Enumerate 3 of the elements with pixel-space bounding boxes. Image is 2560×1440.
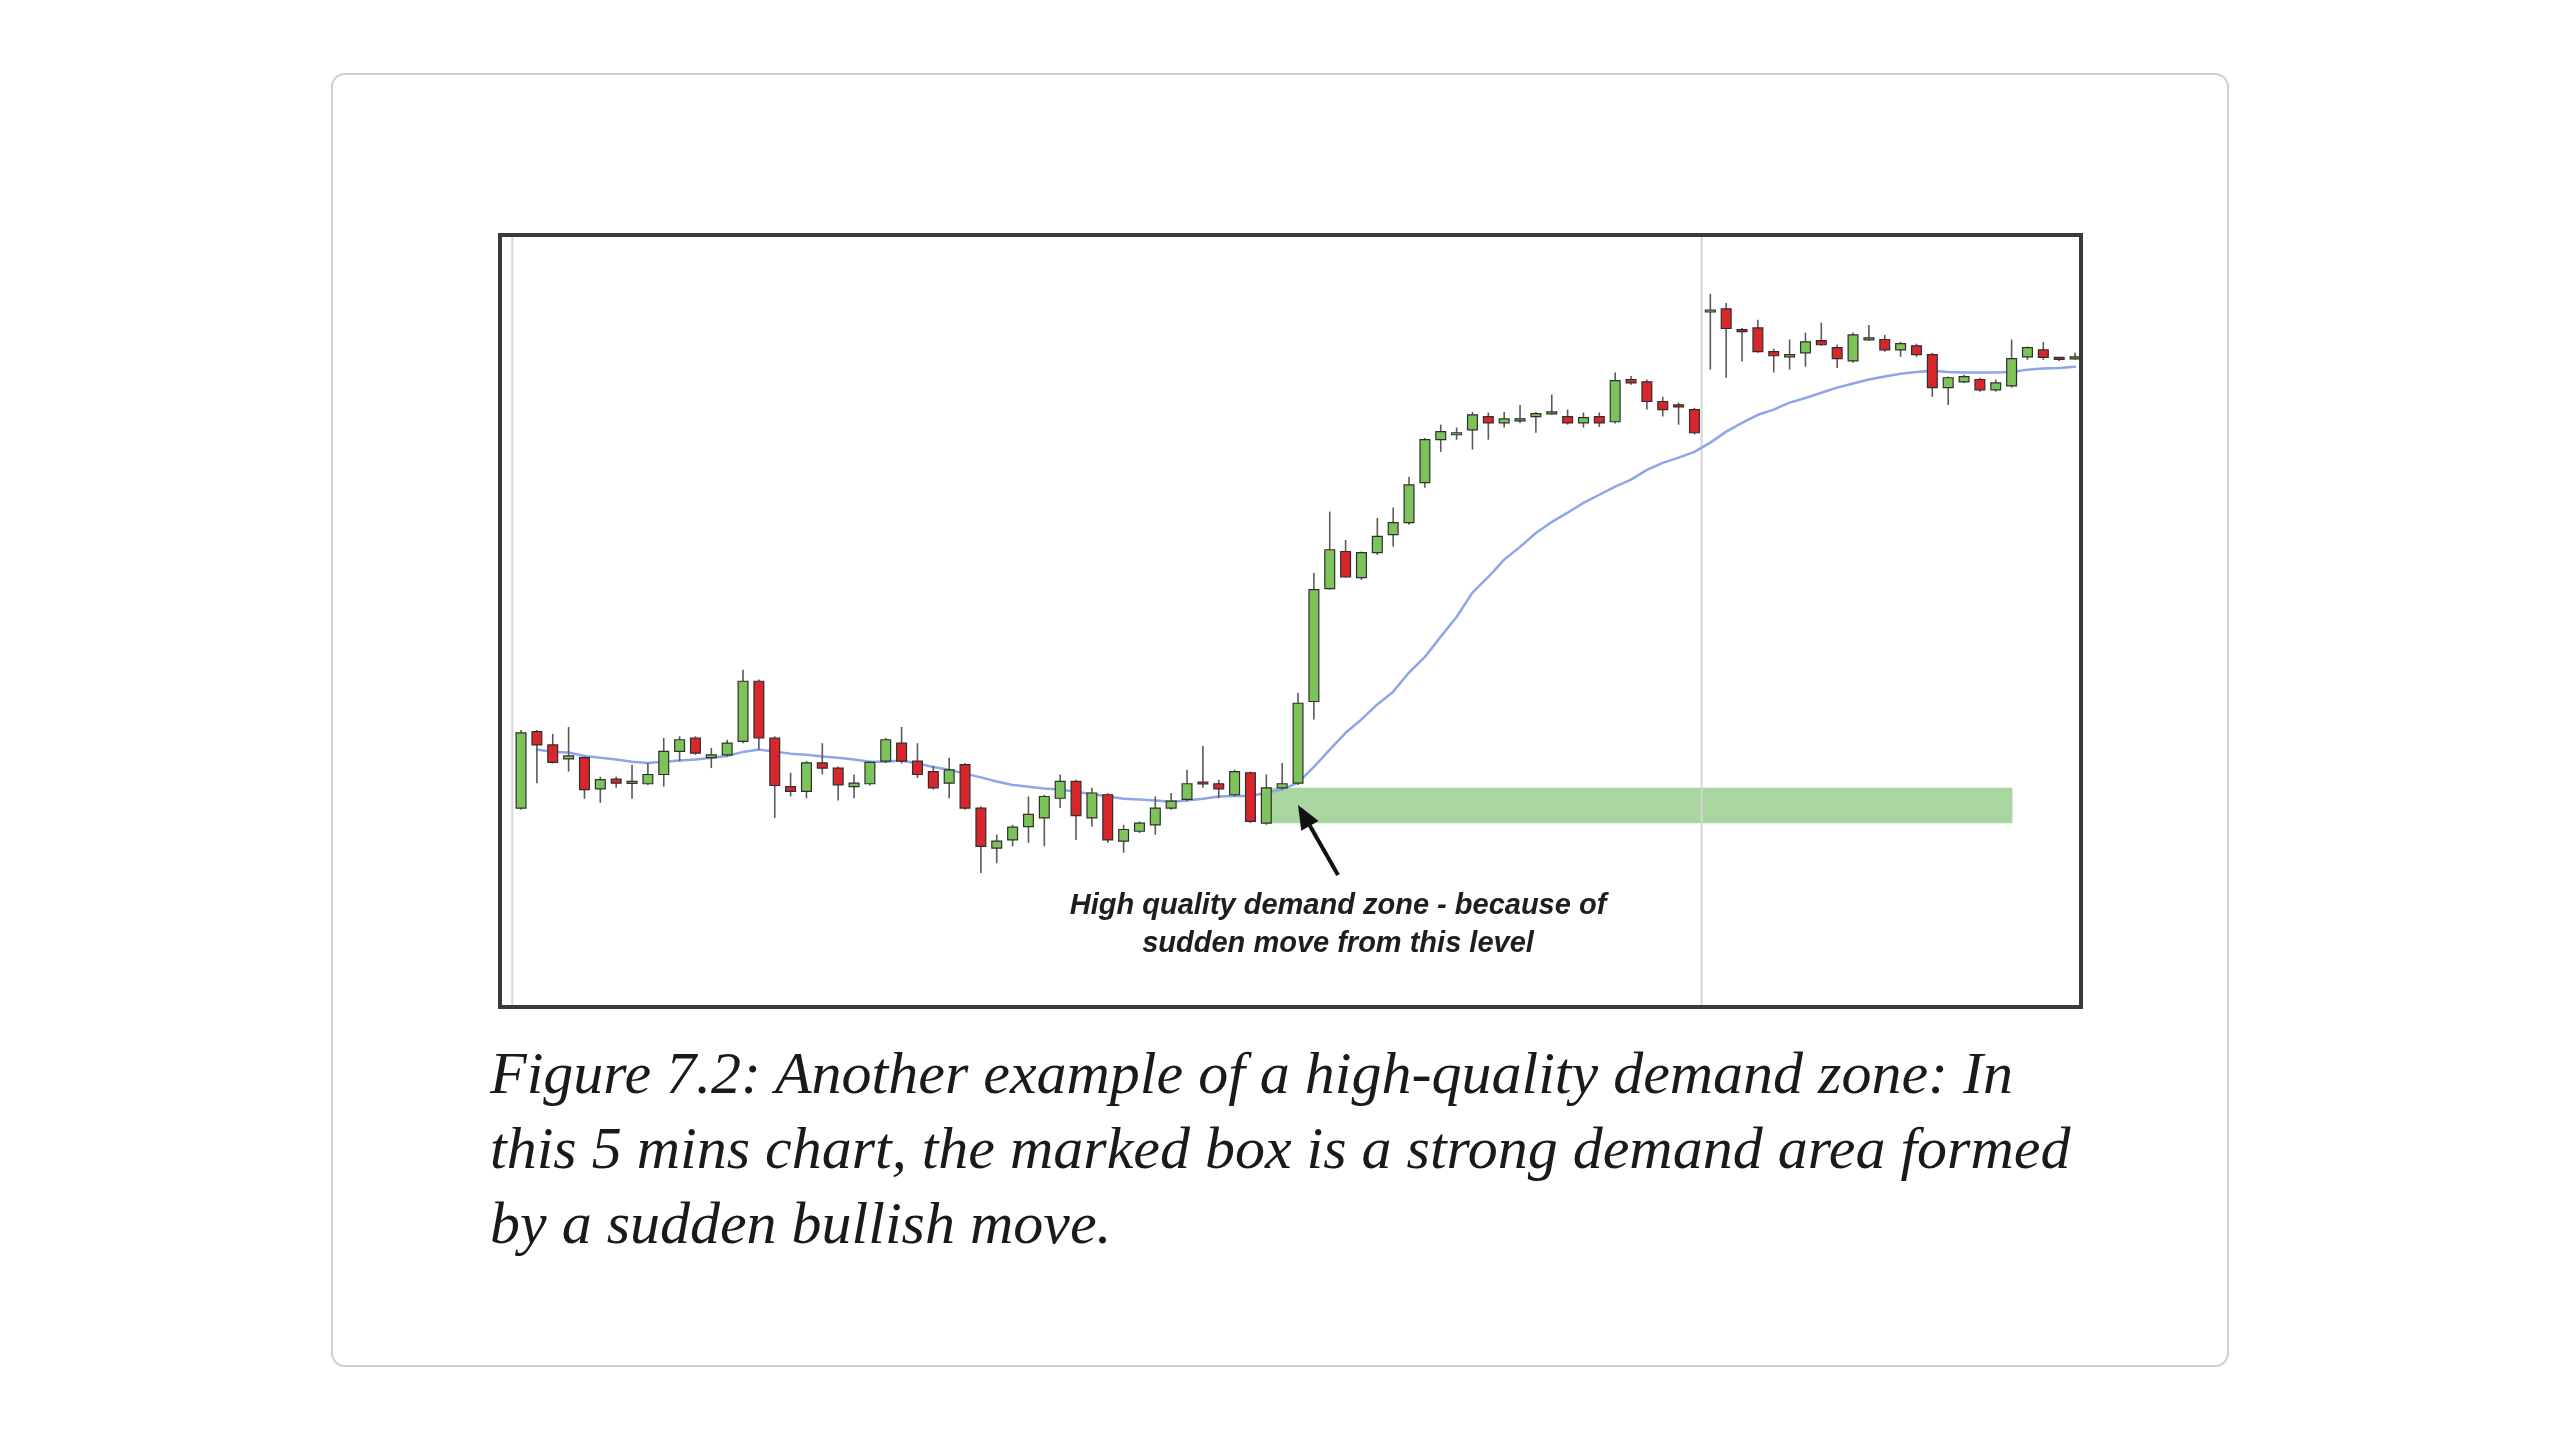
band-label: High quality demand zone - because of sudden move from this level <box>1068 887 1610 961</box>
candlestick <box>880 737 892 764</box>
caption: Figure 7.2: Another example of a high-quality demand zone: In this 5 mins chart, the marked box is a strong demand area formed by a sudden bullish move. <box>490 1039 2072 1258</box>
